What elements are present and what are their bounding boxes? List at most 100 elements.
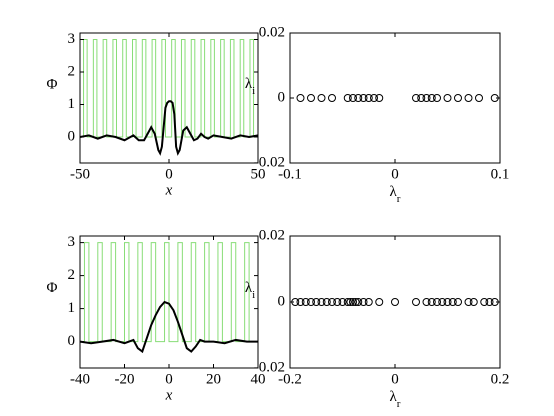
y-tick-label: 0.02 [259, 24, 285, 40]
point [354, 298, 363, 306]
point [375, 94, 384, 102]
x-tick-label: -50 [70, 166, 90, 182]
point [354, 94, 363, 102]
y-tick-label: 2 [68, 63, 76, 79]
y-tick-label: 0 [68, 128, 76, 144]
point [296, 94, 305, 102]
point [422, 298, 431, 306]
x-tick-label: -40 [70, 371, 90, 387]
point [301, 298, 310, 306]
point [317, 298, 326, 306]
point [443, 94, 452, 102]
y-tick-label: 0 [278, 293, 286, 309]
x-axis-label: λr [390, 389, 401, 409]
line [80, 39, 258, 138]
point [427, 94, 436, 102]
x-tick-label: -20 [115, 371, 135, 387]
point [454, 94, 462, 102]
point [322, 298, 331, 306]
y-axis-label-main: λ [245, 76, 253, 92]
point [349, 298, 357, 306]
y-tick-label: 2 [68, 267, 76, 283]
point [364, 94, 373, 102]
point [469, 298, 478, 306]
point [485, 298, 494, 306]
line [80, 300, 258, 354]
y-tick-label: 1 [68, 96, 76, 112]
point [443, 298, 452, 306]
point [346, 298, 355, 306]
point [417, 94, 426, 102]
point [427, 298, 436, 306]
point [370, 94, 378, 102]
x-axis-label-sub: r [397, 193, 401, 205]
point [328, 298, 336, 306]
x-tick-label: 50 [251, 166, 266, 182]
point [338, 298, 347, 306]
x-axis-label: λr [390, 184, 401, 204]
point [454, 298, 462, 306]
point [448, 298, 457, 306]
y-tick-label: 1 [68, 300, 76, 316]
point [364, 298, 373, 306]
x-tick-label: 40 [251, 371, 266, 387]
y-tick-label: 3 [68, 234, 76, 250]
point [422, 94, 431, 102]
y-tick-label: 0 [68, 333, 76, 349]
point [412, 298, 420, 306]
line [80, 242, 258, 343]
point [464, 94, 473, 102]
y-axis-label-main: λ [245, 280, 253, 296]
axes-box [289, 235, 501, 369]
x-tick-label: 20 [206, 371, 221, 387]
point [307, 298, 315, 306]
point [317, 94, 326, 102]
x-tick-label: 0.2 [491, 371, 510, 387]
point [480, 298, 489, 306]
y-axis-label: λi [245, 76, 255, 96]
point [343, 94, 352, 102]
point [359, 298, 368, 306]
point [433, 94, 441, 102]
point [349, 94, 357, 102]
point [343, 298, 352, 306]
point [412, 94, 420, 102]
point [475, 94, 483, 102]
x-tick-label: 0.1 [491, 166, 510, 182]
y-axis-label-sub: i [252, 288, 255, 300]
x-axis-label-main: λ [390, 389, 398, 405]
x-tick-label: 0 [391, 166, 399, 182]
x-tick-label: 0 [391, 371, 399, 387]
y-tick-label: -0.02 [254, 154, 285, 170]
line [80, 100, 258, 156]
axes-box [289, 32, 501, 164]
x-tick-label: -0.1 [278, 166, 302, 182]
y-tick-label: 3 [68, 31, 76, 47]
point [359, 94, 368, 102]
x-axis-label: x [165, 182, 173, 198]
point [296, 298, 305, 306]
point [351, 298, 360, 306]
x-tick-label: -0.2 [278, 371, 302, 387]
y-axis-label: Φ [47, 280, 58, 296]
point [464, 298, 473, 306]
y-axis-label-sub: i [252, 85, 255, 97]
x-axis-label-sub: r [397, 398, 401, 410]
y-tick-label: 0 [278, 89, 286, 105]
y-tick-label: -0.02 [254, 359, 285, 375]
y-tick-label: 0.02 [259, 227, 285, 243]
x-tick-label: 0 [165, 371, 173, 387]
x-tick-label: 0 [165, 166, 173, 182]
point [312, 298, 321, 306]
point [438, 298, 447, 306]
y-axis-label: λi [245, 280, 255, 300]
x-axis-label: x [165, 387, 173, 403]
x-axis-label-main: λ [390, 184, 398, 200]
y-axis-label: Φ [47, 76, 58, 92]
point [333, 298, 342, 306]
point [307, 94, 315, 102]
point [328, 94, 336, 102]
point [375, 298, 384, 306]
point [391, 298, 399, 306]
